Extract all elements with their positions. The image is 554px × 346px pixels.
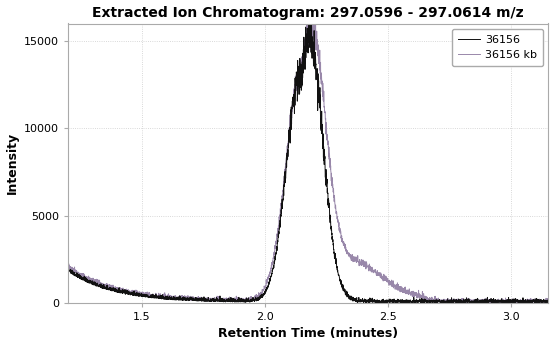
36156 [148, 293, 155, 297]
Line: 36156: 36156 [68, 12, 548, 303]
36156 kb [120, 286, 126, 290]
36156 [484, 295, 491, 300]
Line: 36156 kb: 36156 kb [68, 8, 548, 303]
36156 kb [148, 294, 155, 298]
36156 kb [307, 6, 314, 10]
36156 kb [270, 256, 276, 260]
36156 [249, 296, 255, 300]
36156 kb [249, 297, 255, 301]
36156 kb [484, 298, 491, 302]
36156 [520, 301, 526, 305]
36156 [536, 301, 542, 305]
36156 kb [545, 300, 552, 304]
36156 kb [511, 301, 518, 305]
36156 [120, 291, 126, 295]
36156 kb [536, 297, 542, 301]
36156 [545, 299, 552, 303]
36156 kb [65, 264, 71, 268]
36156 [270, 266, 276, 271]
Title: Extracted Ion Chromatogram: 297.0596 - 297.0614 m/z: Extracted Ion Chromatogram: 297.0596 - 2… [93, 6, 524, 20]
X-axis label: Retention Time (minutes): Retention Time (minutes) [218, 327, 398, 340]
36156 [306, 10, 312, 15]
Y-axis label: Intensity: Intensity [6, 132, 18, 194]
Legend: 36156, 36156 kb: 36156, 36156 kb [452, 29, 543, 66]
36156 [65, 268, 71, 272]
